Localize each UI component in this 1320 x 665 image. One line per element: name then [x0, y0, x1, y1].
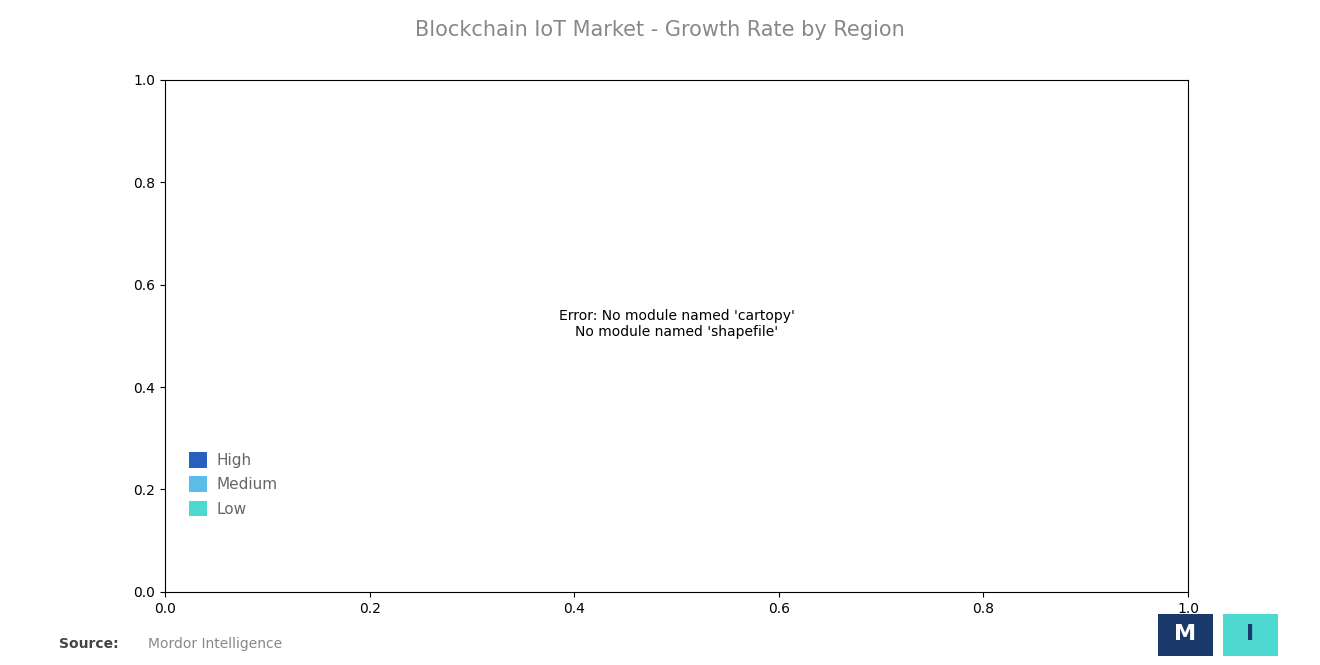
Text: Blockchain IoT Market - Growth Rate by Region: Blockchain IoT Market - Growth Rate by R… — [414, 20, 906, 40]
Bar — [1222, 614, 1278, 656]
Bar — [1158, 614, 1213, 656]
Text: Error: No module named 'cartopy'
No module named 'shapefile': Error: No module named 'cartopy' No modu… — [558, 309, 795, 339]
Text: Mordor Intelligence: Mordor Intelligence — [148, 637, 282, 652]
Text: Source:: Source: — [59, 637, 119, 652]
Text: M: M — [1173, 624, 1196, 644]
Text: I: I — [1246, 624, 1254, 644]
Legend: High, Medium, Low: High, Medium, Low — [183, 446, 284, 523]
